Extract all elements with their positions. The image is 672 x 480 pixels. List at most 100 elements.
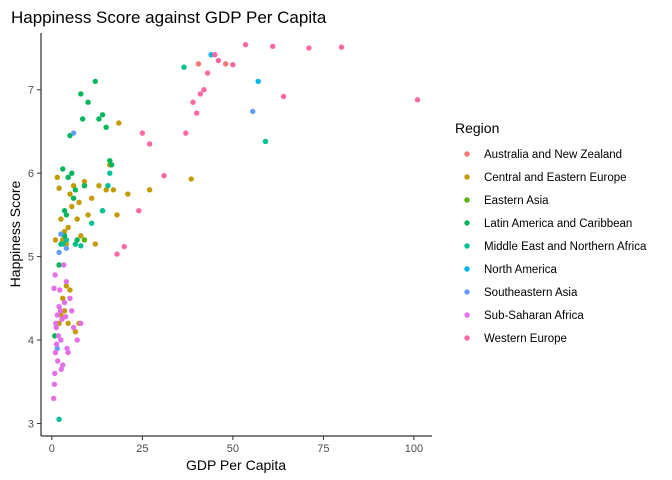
data-point	[107, 170, 113, 176]
legend-key	[464, 312, 470, 318]
data-point	[57, 287, 63, 293]
data-point	[201, 87, 207, 93]
data-point	[212, 51, 218, 58]
data-point	[52, 272, 58, 278]
legend-item: Southeastern Asia	[464, 287, 578, 299]
data-point	[60, 166, 66, 172]
data-point	[61, 208, 68, 214]
legend-item: Latin America and Caribbean	[464, 218, 632, 230]
data-point	[56, 249, 62, 256]
data-point	[72, 187, 79, 193]
data-point	[78, 320, 84, 327]
x-axis-ticks: 0 25 50 75 100	[49, 436, 423, 455]
legend-label: Southeastern Asia	[484, 287, 578, 299]
data-point	[70, 195, 77, 201]
data-point	[204, 70, 211, 76]
legend-item: North America	[464, 264, 557, 276]
data-point	[125, 191, 131, 197]
data-point	[146, 141, 153, 147]
data-point	[72, 241, 79, 247]
y-tick-label: 5	[28, 252, 34, 264]
data-point	[51, 285, 57, 292]
data-point	[414, 97, 421, 103]
data-point	[121, 243, 127, 250]
data-point	[63, 278, 70, 285]
data-point	[56, 416, 62, 423]
chart-title: Happiness Score against GDP Per Capita	[11, 8, 327, 27]
data-point	[58, 366, 64, 372]
data-point	[188, 176, 194, 182]
y-tick-label: 6	[28, 168, 34, 180]
data-point	[85, 99, 91, 105]
data-point	[103, 187, 109, 193]
data-point	[54, 312, 60, 318]
data-point	[81, 182, 88, 189]
legend-key	[464, 335, 470, 341]
data-point	[280, 93, 287, 100]
data-point	[114, 251, 120, 257]
legend-key	[464, 243, 470, 249]
y-axis-title: Happiness Score	[7, 180, 23, 287]
data-point	[81, 237, 88, 243]
data-point	[61, 299, 68, 306]
data-point	[74, 337, 80, 343]
data-point	[65, 224, 71, 231]
x-tick-label: 0	[49, 443, 55, 455]
data-point	[67, 295, 73, 302]
data-point	[56, 303, 62, 310]
data-point	[70, 130, 77, 136]
data-point	[54, 358, 61, 364]
data-point	[69, 170, 75, 176]
data-point	[88, 195, 95, 201]
data-point	[78, 243, 84, 249]
legend-key	[464, 220, 470, 226]
data-point	[53, 324, 59, 331]
plot-area	[50, 41, 421, 423]
legend-key	[464, 266, 470, 272]
y-tick-label: 3	[28, 418, 34, 430]
y-tick-label: 4	[28, 335, 34, 347]
data-point	[99, 208, 106, 214]
legend-item: Sub-Saharan Africa	[464, 310, 584, 322]
data-point	[181, 64, 187, 70]
data-point	[50, 395, 57, 402]
legend-item: Eastern Asia	[464, 195, 549, 207]
legend-label: Central and Eastern Europe	[484, 172, 627, 184]
data-point	[195, 61, 202, 67]
data-point	[139, 130, 146, 136]
data-point	[103, 124, 109, 130]
data-point	[270, 43, 276, 50]
x-axis-title: GDP Per Capita	[186, 457, 286, 473]
data-point	[78, 233, 84, 239]
legend-item: Central and Eastern Europe	[464, 172, 627, 184]
data-point	[96, 182, 102, 189]
data-point	[72, 329, 79, 335]
data-point	[56, 185, 62, 191]
data-point	[65, 174, 71, 181]
data-point	[74, 216, 80, 222]
data-point	[69, 203, 75, 210]
data-point	[193, 110, 200, 116]
data-point	[58, 337, 64, 343]
data-point	[63, 245, 70, 251]
data-point	[92, 78, 99, 85]
data-point	[99, 112, 106, 118]
data-point	[58, 231, 64, 237]
data-point	[183, 130, 189, 136]
data-point	[63, 237, 70, 243]
data-point	[53, 320, 59, 327]
legend-label: Australia and New Zealand	[484, 149, 622, 161]
x-tick-label: 25	[136, 443, 148, 455]
data-point	[61, 308, 68, 314]
data-point	[105, 182, 111, 189]
data-point	[116, 120, 122, 126]
data-point	[81, 178, 88, 185]
data-point	[114, 212, 120, 218]
data-point	[250, 108, 256, 115]
legend-key	[464, 197, 470, 203]
legend-title: Region	[455, 120, 499, 136]
data-point	[70, 324, 77, 331]
data-point	[67, 287, 73, 293]
legend-label: Sub-Saharan Africa	[484, 310, 584, 322]
legend-label: North America	[484, 264, 557, 276]
